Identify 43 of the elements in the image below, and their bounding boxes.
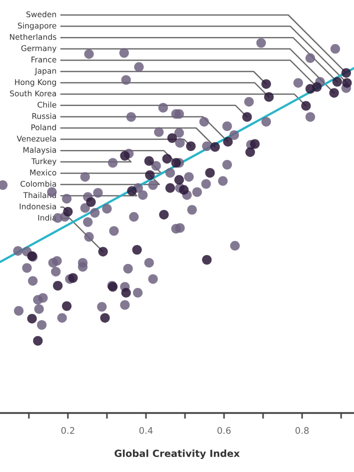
point [186,141,196,151]
point [242,112,252,122]
point [86,197,96,207]
point [264,92,274,102]
x-tick-label: 0.4 [139,427,153,434]
point [63,206,73,216]
point [62,301,72,311]
point [159,210,169,220]
point [210,142,220,152]
point [162,154,172,164]
point [179,185,189,195]
point [127,186,137,196]
point [98,246,108,256]
x-axis-title: Global Creativity Index [114,450,240,459]
point [202,254,212,265]
point [329,88,339,98]
point [261,79,271,89]
x-tick-label: 0.2 [61,427,74,434]
point [167,133,177,143]
point [332,76,342,87]
point [174,175,184,185]
point [301,101,311,111]
x-tick-label: 0.6 [217,427,231,434]
point [342,78,352,88]
point [250,139,260,149]
point [100,313,110,323]
x-tick-label: 0.8 [296,427,309,434]
point [223,136,233,147]
point [132,244,142,255]
point [68,273,78,283]
point [205,168,215,178]
point [165,183,175,193]
point [145,170,155,180]
point [245,147,255,157]
point [27,314,37,324]
point [121,288,131,298]
point [312,82,322,92]
point [144,156,154,166]
point [52,280,63,291]
point [171,158,181,168]
point [33,336,43,346]
point [120,150,130,161]
point [341,68,352,78]
